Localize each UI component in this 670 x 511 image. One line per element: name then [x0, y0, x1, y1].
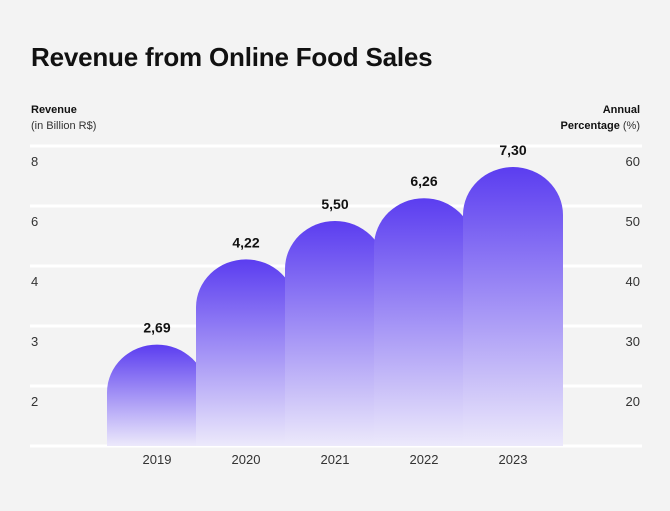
left-tick-label: 3: [31, 334, 38, 349]
left-tick-label: 8: [31, 154, 38, 169]
chart-title: Revenue from Online Food Sales: [31, 42, 433, 72]
left-tick-label: 2: [31, 394, 38, 409]
left-tick-label: 4: [31, 274, 38, 289]
category-label: 2020: [232, 452, 261, 467]
data-labels: 2,69 4,22 5,50 6,26 7,30: [143, 142, 526, 336]
category-label: 2021: [321, 452, 350, 467]
right-tick-label: 50: [626, 214, 640, 229]
axis-ticks: 8 6 4 3 2 60 50 40 30 20: [31, 154, 640, 409]
left-axis-title: Revenue (in Billion R$): [31, 102, 96, 134]
bar-2023: [463, 167, 563, 447]
bar-2020: [196, 259, 296, 446]
bar-2021: [285, 221, 385, 446]
category-label: 2022: [410, 452, 439, 467]
data-label: 6,26: [410, 173, 437, 189]
bars: [107, 167, 563, 447]
right-tick-label: 40: [626, 274, 640, 289]
left-axis-label: Revenue: [31, 104, 77, 116]
category-labels: 2019 2020 2021 2022 2023: [143, 452, 528, 467]
bar-2022: [374, 198, 474, 446]
right-axis-label-line1: Annual: [602, 104, 640, 116]
data-label: 7,30: [499, 142, 526, 158]
left-tick-label: 6: [31, 214, 38, 229]
right-axis-unit: (%): [622, 120, 640, 132]
right-tick-label: 30: [626, 334, 640, 349]
data-label: 2,69: [143, 320, 170, 336]
data-label: 4,22: [232, 234, 259, 250]
category-label: 2023: [499, 452, 528, 467]
data-label: 5,50: [321, 196, 348, 212]
left-axis-sublabel: (in Billion R$): [31, 120, 97, 132]
right-axis-label-line2: Percentage: [560, 120, 620, 132]
right-axis-title: Annual Percentage (%): [561, 102, 640, 134]
right-tick-label: 20: [626, 394, 640, 409]
category-label: 2019: [143, 452, 172, 467]
right-tick-label: 60: [626, 154, 640, 169]
bar-2019: [107, 344, 207, 446]
